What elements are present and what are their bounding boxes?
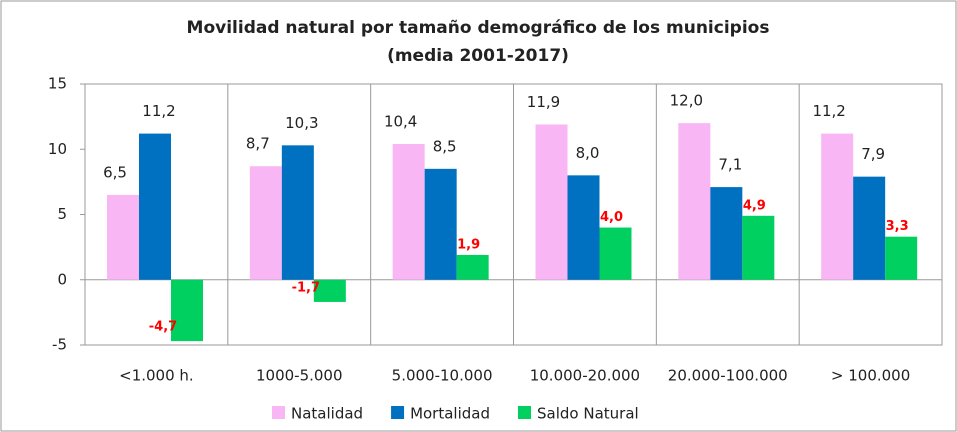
bar <box>171 279 203 342</box>
bar <box>249 166 282 280</box>
bar <box>313 279 346 302</box>
chart-subtitle: (media 2001-2017) <box>387 46 569 66</box>
value-label: 4,9 <box>743 198 766 213</box>
value-label: 8,5 <box>433 137 457 155</box>
y-tick-label: 10 <box>48 140 67 158</box>
value-label: 8,7 <box>246 135 270 153</box>
value-label: 11,2 <box>142 102 175 120</box>
legend-swatch <box>518 406 531 419</box>
bar <box>424 168 457 280</box>
bar <box>853 176 886 280</box>
bar <box>535 124 568 280</box>
value-label: 11,9 <box>527 93 560 111</box>
x-tick-label: <1.000 h. <box>119 367 194 385</box>
bar <box>456 254 489 280</box>
x-tick-label: 10.000-20.000 <box>530 367 640 385</box>
y-tick-label: 15 <box>48 75 67 93</box>
legend-label: Saldo Natural <box>537 405 639 423</box>
bar <box>567 175 600 280</box>
bar <box>821 133 854 280</box>
value-label: 10,4 <box>384 113 417 131</box>
y-tick-label: -5 <box>52 336 67 354</box>
bar <box>678 123 711 280</box>
bar <box>139 133 171 280</box>
bar <box>599 227 632 280</box>
legend-label: Natalidad <box>291 405 363 423</box>
bar <box>107 194 139 280</box>
x-tick-label: 1000-5.000 <box>256 367 343 385</box>
legend-swatch <box>391 406 405 419</box>
value-label: -4,7 <box>149 320 177 335</box>
x-tick-label: > 100.000 <box>831 367 910 385</box>
y-tick-label: 5 <box>57 205 67 223</box>
x-tick-label: 5.000-10.000 <box>392 367 493 385</box>
value-label: 11,2 <box>812 102 845 120</box>
value-label: 10,3 <box>285 114 318 132</box>
y-tick-label: 0 <box>57 270 67 288</box>
legend-label: Mortalidad <box>410 405 490 423</box>
legend-swatch <box>272 406 285 419</box>
value-label: 1,9 <box>457 237 480 252</box>
value-label: -1,7 <box>292 280 320 295</box>
chart-title: Movilidad natural por tamaño demográfico… <box>187 18 770 38</box>
value-label: 7,9 <box>861 145 885 163</box>
value-label: 8,0 <box>576 144 600 162</box>
value-label: 6,5 <box>103 163 127 181</box>
bar <box>281 145 314 280</box>
bar <box>885 236 918 280</box>
x-tick-label: 20.000-100.000 <box>668 367 788 385</box>
value-label: 12,0 <box>670 92 703 110</box>
bar <box>392 144 425 280</box>
bar <box>742 215 775 280</box>
value-label: 4,0 <box>600 210 623 225</box>
value-label: 3,3 <box>886 219 909 234</box>
value-label: 7,1 <box>718 156 742 174</box>
bar <box>710 187 743 280</box>
